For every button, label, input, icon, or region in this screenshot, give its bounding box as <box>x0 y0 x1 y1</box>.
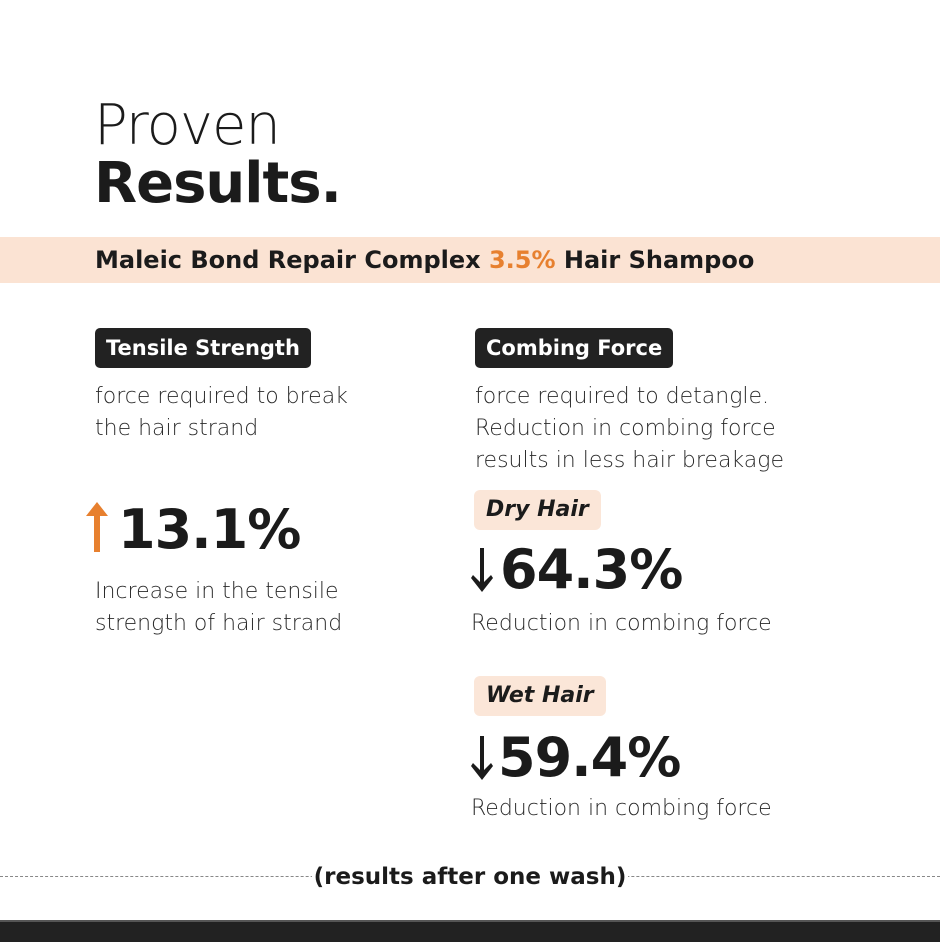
tensile-value: 13.1% <box>118 498 301 561</box>
combing-description: force required to detangle. Reduction in… <box>475 381 784 477</box>
desc-line: Reduction in combing force <box>475 416 776 441</box>
tensile-badge: Tensile Strength <box>95 328 311 368</box>
wet-hair-caption: Reduction in combing force <box>471 796 772 821</box>
product-name: Maleic Bond Repair Complex 3.5% Hair Sha… <box>95 237 754 283</box>
caption-line: strength of hair strand <box>95 611 343 636</box>
combing-badge: Combing Force <box>475 328 674 368</box>
bottom-bar <box>0 920 940 942</box>
wet-hair-value: 59.4% <box>498 726 681 789</box>
footer-note: (results after one wash) <box>0 860 940 894</box>
dry-hair-value: 64.3% <box>500 538 683 601</box>
tensile-caption: Increase in the tensile strength of hair… <box>95 576 342 640</box>
tensile-description: force required to break the hair strand <box>95 381 348 445</box>
product-prefix: Maleic Bond Repair Complex <box>95 246 489 274</box>
footer-note-text: (results after one wash) <box>311 864 629 890</box>
caption-line: Increase in the tensile <box>95 579 339 604</box>
product-suffix: Hair Shampoo <box>555 246 755 274</box>
arrow-up-icon <box>86 502 108 552</box>
dry-hair-caption: Reduction in combing force <box>471 611 772 636</box>
heading-line2: Results. <box>94 151 342 216</box>
arrow-down-icon <box>471 736 493 780</box>
product-band: Maleic Bond Repair Complex 3.5% Hair Sha… <box>0 237 940 283</box>
desc-line: force required to break <box>95 384 348 409</box>
dry-hair-label: Dry Hair <box>474 490 601 530</box>
desc-line: force required to detangle. <box>475 384 770 409</box>
desc-line: the hair strand <box>95 416 259 441</box>
desc-line: results in less hair breakage <box>475 448 784 473</box>
product-concentration: 3.5% <box>488 246 556 274</box>
wet-hair-label: Wet Hair <box>474 676 606 716</box>
arrow-down-icon <box>471 548 493 592</box>
heading-line1: Proven <box>94 93 281 158</box>
